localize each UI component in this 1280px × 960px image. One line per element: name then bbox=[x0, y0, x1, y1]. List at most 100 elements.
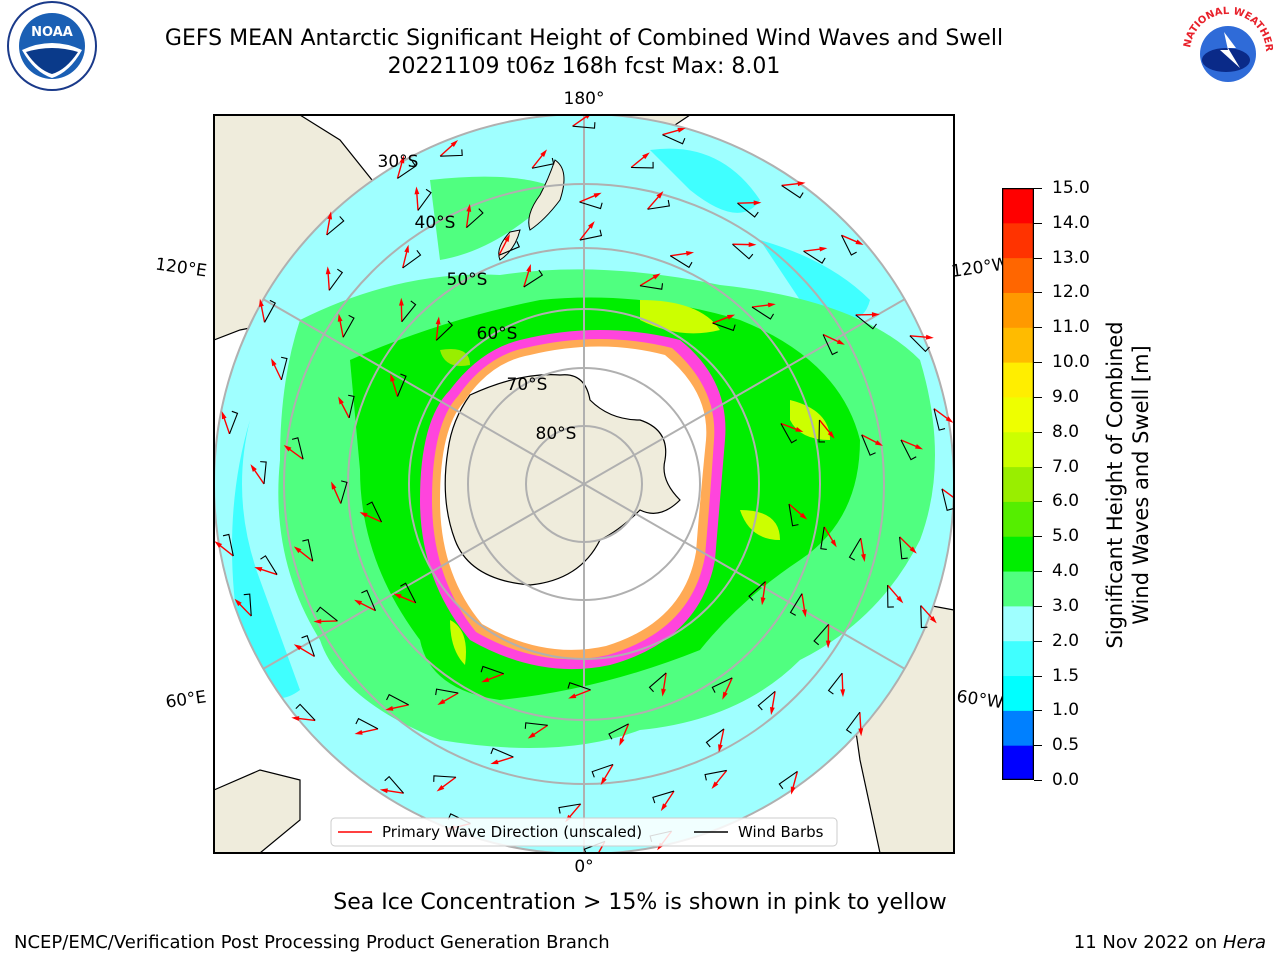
wind-barb bbox=[841, 235, 857, 256]
wind-barb bbox=[608, 723, 629, 740]
wind-barb bbox=[326, 216, 345, 236]
wave-direction-arrow bbox=[859, 712, 862, 731]
wave-direction-arrowhead bbox=[855, 239, 864, 245]
wave-direction-arrow bbox=[579, 225, 592, 241]
wind-barb bbox=[342, 314, 355, 338]
colorbar-tick-mark bbox=[1034, 536, 1042, 538]
wave-direction-arrow bbox=[724, 677, 733, 695]
wave-direction-arrow bbox=[298, 646, 315, 658]
wave-direction-arrow bbox=[396, 160, 404, 179]
colorbar-tick-mark bbox=[1034, 257, 1042, 259]
wave-direction-arrowhead bbox=[819, 246, 828, 252]
wind-barb bbox=[670, 255, 693, 269]
wave-direction-arrow bbox=[792, 771, 799, 790]
wave-direction-arrow bbox=[259, 568, 278, 576]
wave-direction-arrow bbox=[398, 595, 417, 604]
colorbar-tick-label: 5.0 bbox=[1052, 526, 1080, 547]
wave-direction-arrowhead bbox=[271, 358, 277, 367]
wind-barb bbox=[366, 501, 383, 523]
wind-barb bbox=[384, 775, 405, 794]
footer-date-text: 11 Nov 2022 on bbox=[1073, 932, 1223, 953]
wave-direction-arrow bbox=[822, 333, 840, 343]
wave-direction-arrowhead bbox=[221, 411, 227, 420]
wave-direction-arrowhead bbox=[331, 481, 337, 490]
colorbar bbox=[1002, 188, 1034, 780]
wave-direction-arrow bbox=[319, 620, 338, 623]
colorbar-tick-label: 2.0 bbox=[1052, 630, 1080, 651]
wave-direction-arrowhead bbox=[540, 149, 547, 158]
wave-direction-arrowhead bbox=[896, 595, 904, 604]
wind-barb bbox=[757, 690, 776, 711]
wind-barb bbox=[933, 408, 946, 431]
wind-barb bbox=[818, 419, 825, 443]
wave-direction-arrow bbox=[771, 691, 776, 710]
wind-barb bbox=[301, 634, 315, 657]
wave-direction-arrowhead bbox=[398, 297, 404, 306]
wave-direction-arrow bbox=[327, 272, 330, 291]
wave-direction-arrowhead bbox=[234, 598, 242, 607]
wind-barb bbox=[524, 722, 548, 729]
wind-barb bbox=[402, 249, 422, 269]
wave-direction-arrowhead bbox=[660, 803, 668, 812]
wave-direction-arrowhead bbox=[925, 334, 934, 340]
wave-direction-arrow bbox=[523, 269, 530, 288]
colorbar-tick-label: 15.0 bbox=[1052, 178, 1090, 198]
wind-barb bbox=[737, 202, 759, 218]
colorbar-tick-label: 10.0 bbox=[1052, 352, 1090, 373]
wave-direction-arrowhead bbox=[767, 302, 776, 308]
colorbar-tick-mark bbox=[1034, 396, 1042, 398]
colorbar-segment bbox=[1002, 605, 1034, 642]
wave-direction-arrow bbox=[900, 439, 918, 448]
wave-direction-arrowhead bbox=[435, 316, 441, 325]
wave-direction-arrowhead bbox=[379, 788, 388, 794]
wind-barb bbox=[433, 775, 456, 782]
wave-direction-arrow bbox=[326, 217, 331, 236]
colorbar-tick-mark bbox=[1034, 188, 1042, 189]
colorbar-tick-label: 6.0 bbox=[1052, 491, 1080, 512]
wave-direction-arrowhead bbox=[214, 541, 223, 548]
colorbar-tick-mark bbox=[1034, 571, 1042, 573]
wind-barb bbox=[572, 122, 596, 129]
wave-direction-arrowhead bbox=[827, 431, 835, 439]
colorbar-tick-mark bbox=[1034, 466, 1042, 468]
map-legend: Primary Wave Direction (unscaled) Wind B… bbox=[330, 817, 838, 847]
wave-direction-arrowhead bbox=[436, 784, 445, 792]
wind-barb bbox=[652, 790, 675, 804]
wave-direction-arrowhead bbox=[527, 732, 536, 739]
wave-direction-arrow bbox=[486, 673, 504, 681]
wave-direction-arrowhead bbox=[860, 553, 866, 562]
colorbar-tick-label: 0.0 bbox=[1052, 770, 1080, 790]
wave-direction-arrowhead bbox=[802, 609, 807, 618]
wave-direction-arrow bbox=[719, 728, 725, 747]
lon-label-0: 0° bbox=[574, 857, 594, 877]
wave-direction-arrowhead bbox=[466, 203, 472, 212]
colorbar-segment bbox=[1002, 222, 1034, 259]
wave-direction-arrowhead bbox=[526, 264, 531, 273]
wave-direction-arrow bbox=[639, 275, 656, 287]
wave-direction-arrow bbox=[933, 408, 949, 420]
wave-direction-arrowhead bbox=[313, 618, 322, 624]
wave-direction-arrowhead bbox=[354, 729, 363, 735]
wave-direction-arrow bbox=[781, 182, 800, 187]
wave-direction-arrow bbox=[920, 605, 934, 620]
nws-logo: NATIONAL WEATHER SERVICE bbox=[1176, 2, 1274, 96]
colorbar-segment bbox=[1002, 710, 1034, 746]
wind-barb bbox=[295, 703, 316, 721]
wind-barb bbox=[920, 605, 928, 629]
wind-barb bbox=[711, 677, 733, 693]
wave-direction-arrow bbox=[841, 673, 844, 692]
wind-barb bbox=[316, 606, 338, 622]
wave-direction-arrowhead bbox=[254, 567, 263, 572]
wave-direction-arrow bbox=[442, 692, 459, 703]
wave-direction-arrow bbox=[416, 192, 419, 211]
wave-direction-arrow bbox=[364, 513, 382, 523]
wind-barb bbox=[498, 241, 521, 256]
wave-direction-arrow bbox=[439, 143, 455, 157]
wind-barb bbox=[591, 763, 614, 778]
wind-barb bbox=[579, 229, 603, 241]
lon-label-180: 180° bbox=[563, 89, 605, 109]
wave-direction-arrowhead bbox=[359, 512, 368, 518]
wave-direction-arrow bbox=[647, 195, 660, 210]
noaa-logo: NOAA bbox=[7, 1, 97, 91]
wind-barb bbox=[941, 488, 954, 511]
